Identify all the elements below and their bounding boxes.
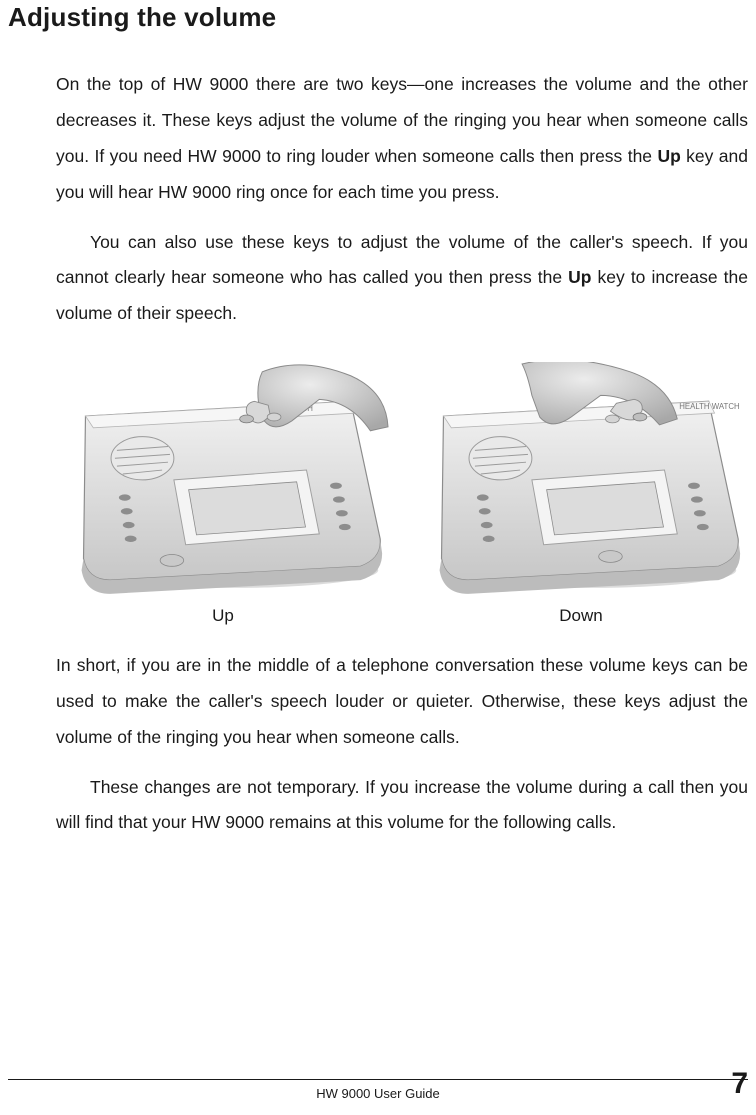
p2-bold-up: Up (568, 267, 597, 287)
paragraph-3: In short, if you are in the middle of a … (56, 648, 748, 756)
paragraph-4: These changes are not temporary. If you … (56, 770, 748, 842)
paragraph-2: You can also use these keys to adjust th… (56, 225, 748, 333)
caption-up: Up (212, 606, 234, 626)
figure-row: HEALTH WATCH (56, 362, 748, 626)
device-down-illustration: HEALTH WATCH (414, 362, 748, 598)
device-label: HEALTH WATCH (679, 402, 740, 411)
p1-text-1: On the top of HW 9000 there are two keys… (56, 74, 748, 166)
footer-title: HW 9000 User Guide (316, 1086, 440, 1101)
lower-paragraphs: In short, if you are in the middle of a … (56, 648, 748, 841)
figure-up: HEALTH WATCH (56, 362, 390, 626)
paragraph-1: On the top of HW 9000 there are two keys… (56, 67, 748, 211)
body-content: On the top of HW 9000 there are two keys… (8, 67, 748, 841)
figure-down: HEALTH WATCH (414, 362, 748, 626)
p1-bold-up: Up (657, 146, 686, 166)
footer-page-number: 7 (731, 1067, 748, 1101)
page-footer: HW 9000 User Guide 7 (8, 1079, 748, 1101)
caption-down: Down (559, 606, 602, 626)
page-heading: Adjusting the volume (8, 2, 748, 33)
device-up-illustration: HEALTH WATCH (56, 362, 390, 598)
